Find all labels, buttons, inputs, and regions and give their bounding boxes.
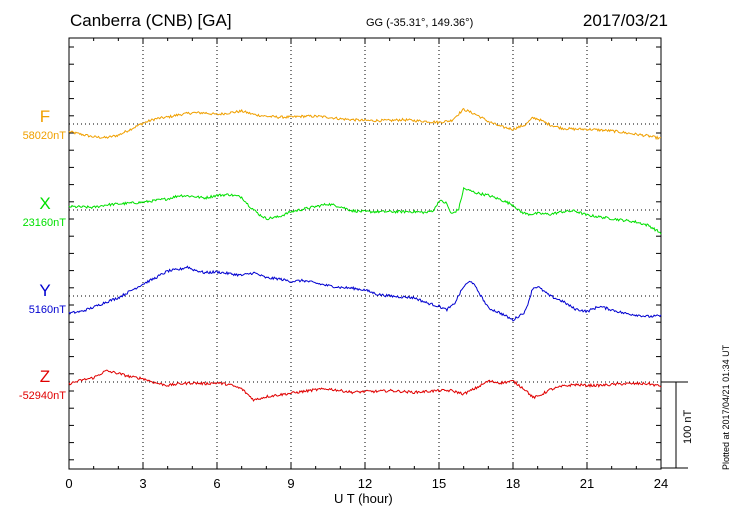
series-line-y [68, 265, 662, 322]
series-label-z: Z [39, 367, 51, 386]
grid-lines [69, 38, 661, 469]
series-line-x [68, 186, 662, 235]
series-baseline-y: 5160nT [28, 304, 66, 316]
scale-bar [661, 381, 688, 469]
series-lines [68, 107, 662, 402]
series-baseline-x: 23160nT [22, 217, 66, 229]
scale-bar-label: 100 nT [682, 409, 694, 444]
x-tick-label: 24 [654, 476, 668, 491]
x-tick-label: 15 [432, 476, 446, 491]
series-label-y: Y [39, 281, 51, 300]
series-label-x: X [39, 194, 51, 213]
x-tick-label: 18 [506, 476, 520, 491]
x-tick-label: 12 [358, 476, 372, 491]
x-tick-label: 9 [287, 476, 294, 491]
series-line-f [68, 107, 662, 141]
date-label: 2017/03/21 [582, 11, 668, 30]
series-baseline-f: 58020nT [22, 130, 66, 142]
series-baseline-z: -52940nT [18, 390, 66, 402]
series-label-f: F [39, 107, 51, 126]
plotted-timestamp: Plotted at 2017/04/21 01:34 UT [721, 344, 730, 470]
x-tick-label: 3 [139, 476, 146, 491]
x-tick-label: 0 [65, 476, 72, 491]
station-coordinates: GG (-35.31°, 149.36°) [366, 17, 474, 29]
series-line-z [68, 369, 662, 402]
station-title: Canberra (CNB) [GA] [70, 11, 232, 30]
x-tick-label: 21 [580, 476, 594, 491]
x-axis-ticks: 0 3 6 9 12 15 18 21 24 [65, 38, 668, 491]
x-tick-label: 6 [213, 476, 220, 491]
x-axis-label: U T (hour) [334, 491, 393, 506]
